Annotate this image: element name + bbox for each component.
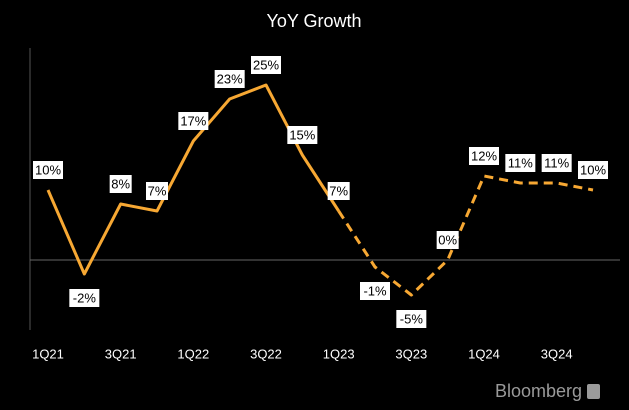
- data-label: -5%: [400, 311, 424, 326]
- x-tick-label: 3Q24: [541, 346, 573, 361]
- source-logo: Bloomberg: [495, 381, 582, 401]
- data-label: 11%: [508, 155, 533, 170]
- data-label-box: [469, 147, 499, 165]
- data-label: 7%: [148, 183, 167, 198]
- data-label-box: [396, 310, 427, 328]
- data-label: 0%: [438, 232, 457, 247]
- x-tick-label: 1Q23: [323, 346, 355, 361]
- data-label-box: [578, 161, 608, 179]
- data-label: 8%: [111, 176, 130, 191]
- data-label: 7%: [329, 183, 348, 198]
- data-label-box: [360, 282, 390, 300]
- x-tick-label: 1Q21: [32, 346, 64, 361]
- data-label-box: [146, 182, 168, 200]
- data-label: -2%: [73, 290, 97, 305]
- x-tick-label: 3Q22: [250, 346, 282, 361]
- data-label-box: [541, 154, 572, 172]
- data-label: 10%: [35, 162, 61, 177]
- estimate-line: [337, 174, 594, 297]
- data-label-box: [327, 182, 350, 200]
- data-label: 17%: [180, 113, 206, 128]
- x-tick-label: 3Q23: [395, 346, 427, 361]
- data-label-box: [505, 154, 536, 172]
- x-tick-label: 3Q21: [105, 346, 137, 361]
- data-label: 23%: [217, 71, 243, 86]
- data-label-box: [69, 289, 100, 307]
- x-tick-label: 1Q24: [468, 346, 500, 361]
- data-label-box: [178, 112, 209, 130]
- data-label: 11%: [544, 155, 569, 170]
- data-label-box: [33, 161, 63, 179]
- logo-icon: [587, 384, 600, 399]
- data-label: 10%: [580, 162, 606, 177]
- data-label-box: [287, 126, 318, 144]
- data-label: 25%: [253, 57, 279, 72]
- data-label-box: [109, 175, 132, 193]
- data-label: 12%: [471, 148, 497, 163]
- x-tick-label: 1Q22: [177, 346, 209, 361]
- chart-title: YoY Growth: [266, 11, 361, 31]
- data-label-box: [214, 70, 245, 88]
- data-label-box: [251, 56, 281, 74]
- data-label: -1%: [363, 283, 387, 298]
- data-label: 15%: [289, 127, 315, 142]
- data-label-box: [436, 231, 459, 249]
